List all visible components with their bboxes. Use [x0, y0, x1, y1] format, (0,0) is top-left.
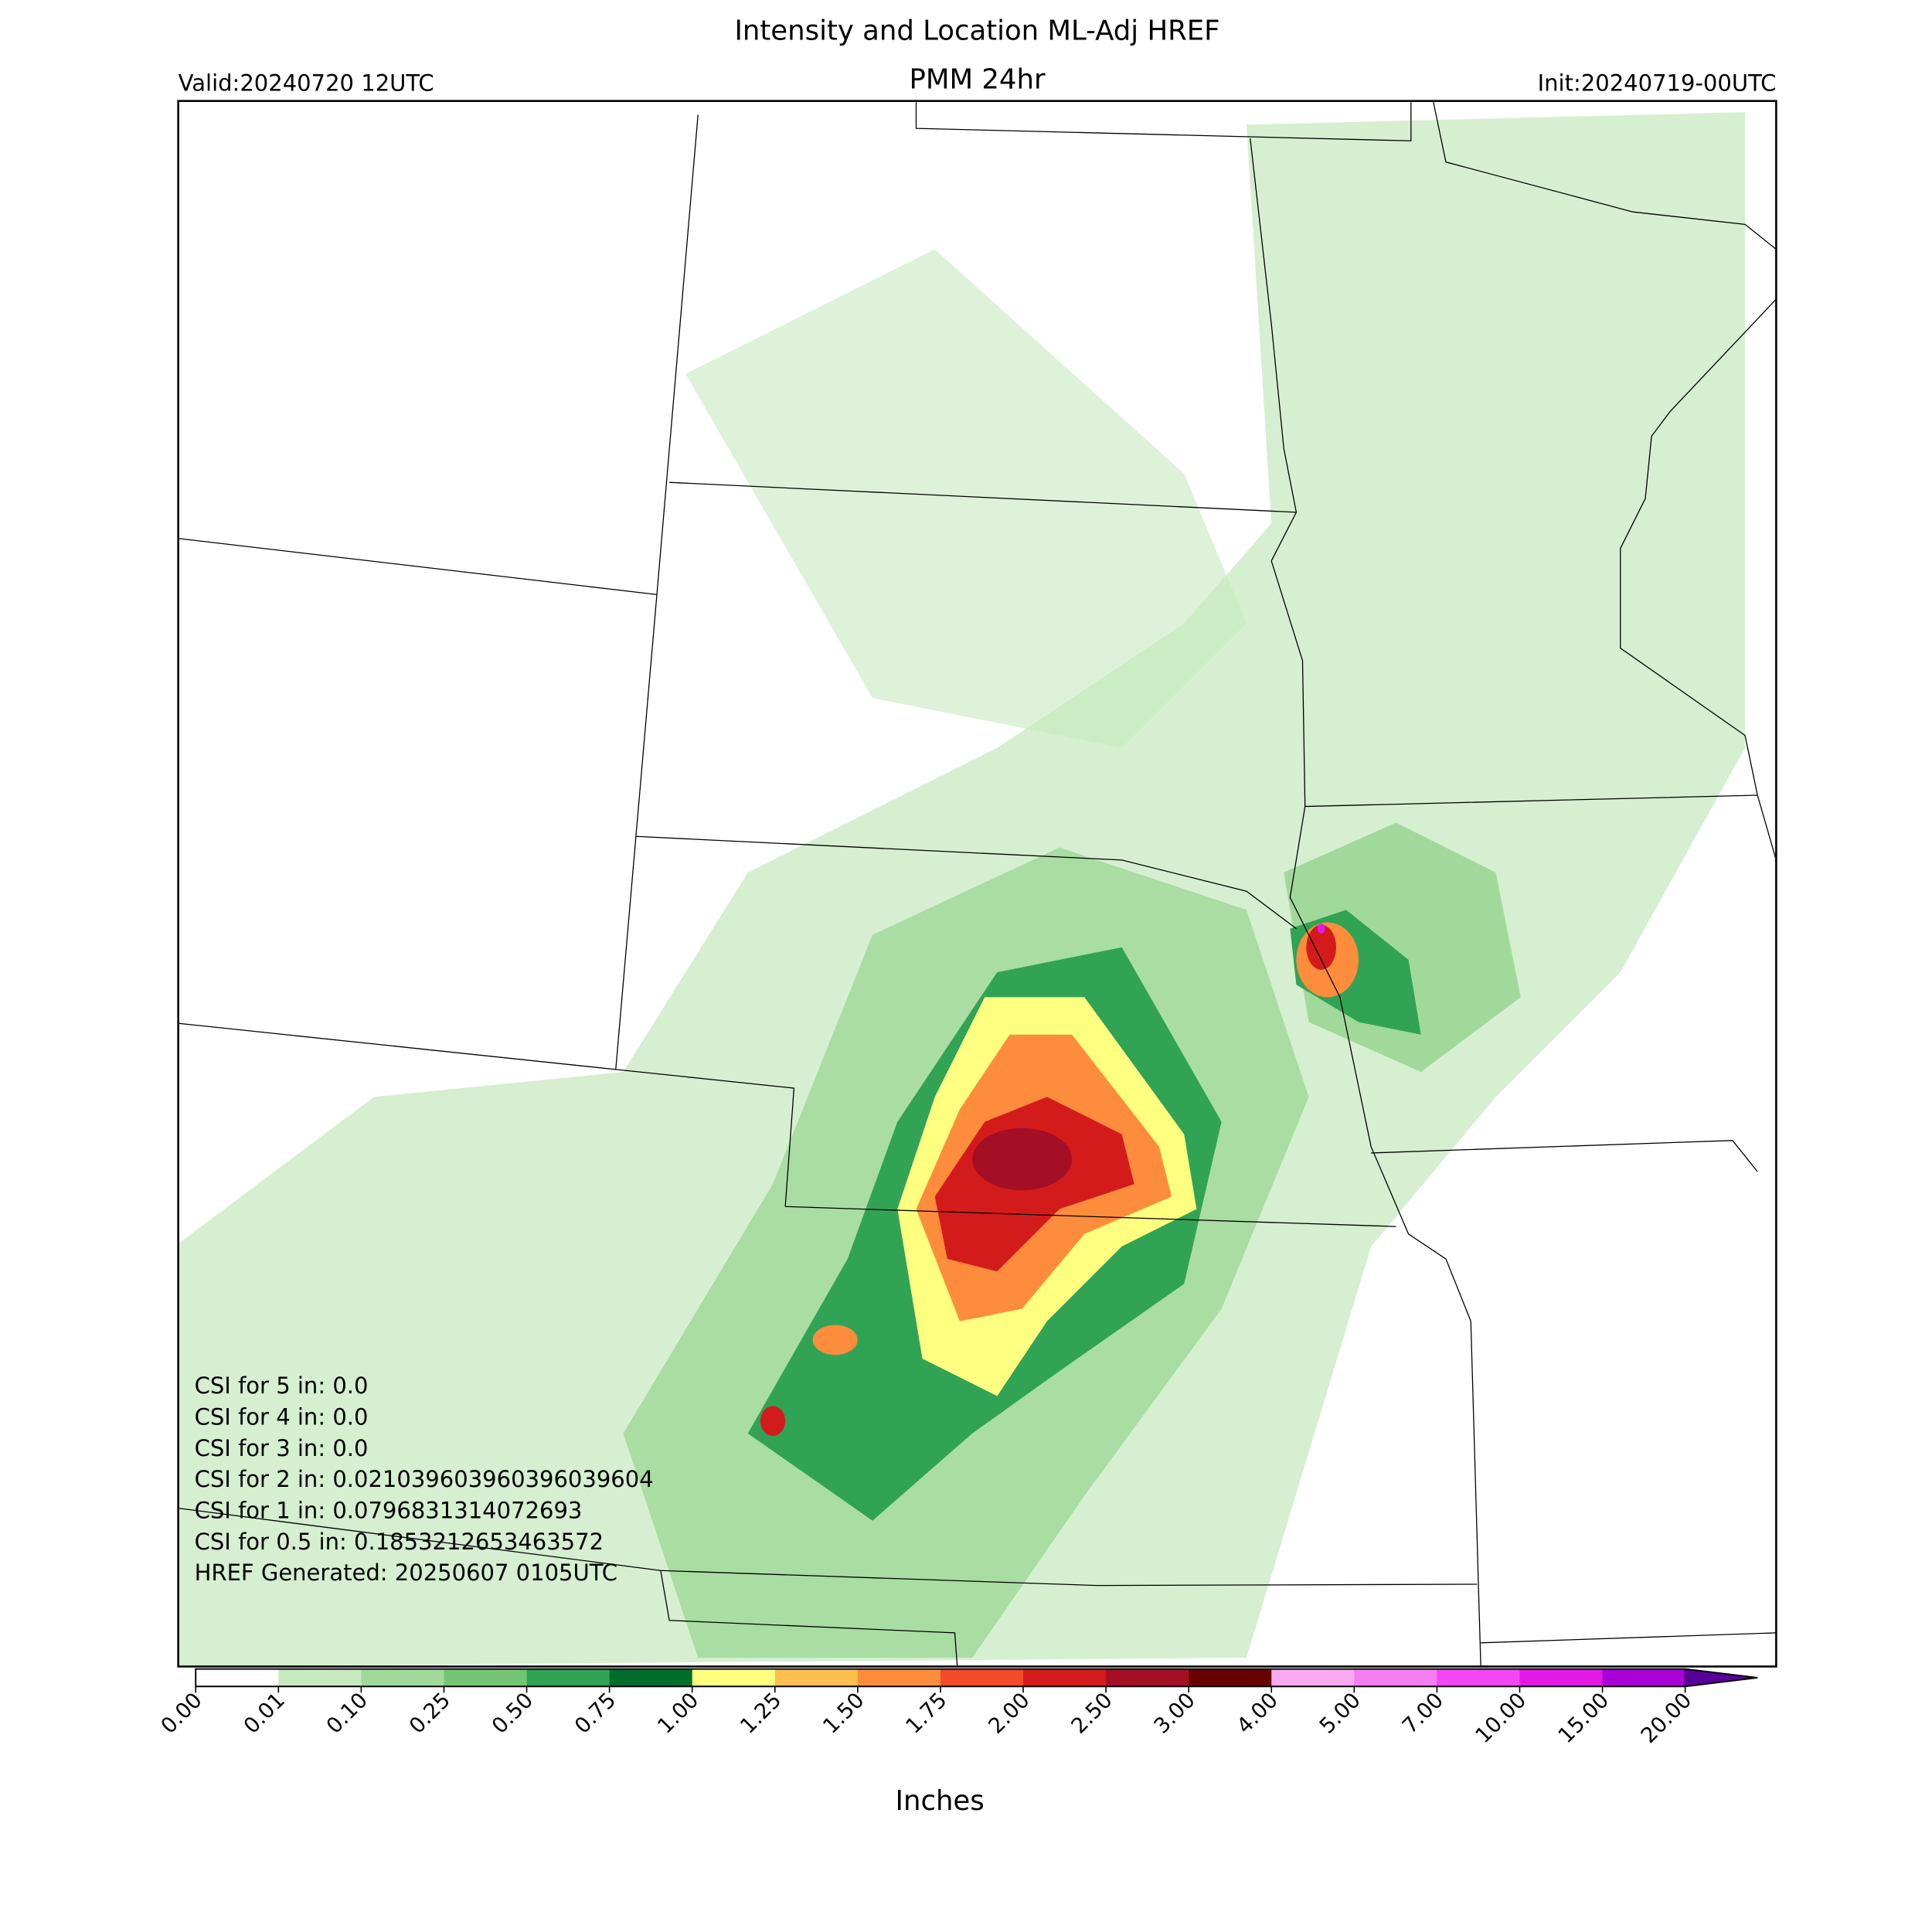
colorbar-segment — [940, 1668, 1024, 1687]
stat-line: CSI for 2 in: 0.021039603960396039604 — [195, 1466, 654, 1492]
colorbar-segment — [857, 1668, 941, 1687]
colorbar-tick-label: 1.75 — [901, 1689, 951, 1739]
colorbar-tick-label: 10.00 — [1471, 1689, 1531, 1748]
colorbar-segment — [278, 1668, 362, 1687]
colorbar-tick-label: 7.00 — [1398, 1689, 1448, 1739]
colorbar-tick-label: 0.50 — [488, 1689, 538, 1739]
colorbar-segment — [361, 1668, 444, 1687]
title: Intensity and Location ML-Adj HREF — [734, 15, 1219, 47]
colorbar-extend — [1684, 1668, 1758, 1687]
colorbar-segment — [196, 1668, 279, 1687]
colorbar-tick-label: 2.00 — [985, 1689, 1035, 1739]
colorbar-segment — [526, 1668, 611, 1687]
state-borders — [178, 102, 1777, 1667]
colorbar-tick-label: 3.00 — [1150, 1689, 1200, 1739]
init-time: Init:20240719-00UTC — [1538, 70, 1777, 97]
colorbar-segment — [444, 1668, 528, 1687]
colorbar-segment — [1189, 1668, 1272, 1687]
colorbar-tick-label: 1.00 — [653, 1689, 703, 1739]
colorbar-segment — [1023, 1668, 1107, 1687]
stats-block: CSI for 5 in: 0.0 CSI for 4 in: 0.0 CSI fo… — [195, 1372, 654, 1586]
colorbar-tick-label: 15.00 — [1554, 1689, 1614, 1748]
map-area — [177, 100, 1777, 1668]
colorbar-tick-label: 2.50 — [1067, 1689, 1117, 1739]
colorbar-frame — [195, 1668, 1758, 1688]
valid-time: Valid:20240720 12UTC — [179, 70, 434, 97]
precip-field — [178, 112, 1746, 1667]
colorbar-label: Inches — [896, 1785, 985, 1817]
colorbar-tick-label: 1.50 — [818, 1689, 869, 1739]
stat-line: CSI for 5 in: 0.0 — [195, 1372, 369, 1399]
stat-line: HREF Generated: 20250607 0105UTC — [195, 1560, 617, 1586]
stat-line: CSI for 4 in: 0.0 — [195, 1404, 369, 1430]
colorbar-tick-label: 0.10 — [322, 1689, 372, 1739]
colorbar-segment — [1602, 1668, 1686, 1687]
colorbar-segment — [609, 1668, 693, 1687]
colorbar-segment — [1106, 1668, 1189, 1687]
colorbar-segment — [1519, 1668, 1604, 1687]
colorbar-segment — [1437, 1668, 1520, 1687]
subtitle: PMM 24hr — [909, 64, 1045, 96]
colorbar-tick-label: 0.01 — [240, 1689, 290, 1739]
stat-line: CSI for 1 in: 0.0796831314072693 — [195, 1498, 583, 1524]
colorbar-segment — [692, 1668, 776, 1687]
stat-line: CSI for 3 in: 0.0 — [195, 1435, 369, 1461]
colorbar-tick-label: 20.00 — [1637, 1689, 1696, 1748]
stat-line: CSI for 0.5 in: 0.185321265346357​2 — [195, 1529, 604, 1555]
colorbar-tick-label: 4.00 — [1233, 1689, 1283, 1739]
colorbar: 0.00 0.01 0.10 0.25 0.50 0.75 1.00 1.25 1.50 1.75… — [157, 1668, 1758, 1748]
colorbar-tick-label: 0.00 — [157, 1689, 207, 1739]
colorbar-segment — [1354, 1668, 1437, 1687]
colorbar-tick-label: 0.25 — [405, 1689, 455, 1739]
colorbar-tick-label: 0.75 — [570, 1689, 621, 1739]
map-frame — [177, 100, 1777, 1668]
colorbar-segment — [774, 1668, 859, 1687]
colorbar-segment — [1271, 1668, 1355, 1687]
colorbar-tick-label: 1.25 — [736, 1689, 786, 1739]
colorbar-tick-label: 5.00 — [1315, 1689, 1366, 1739]
